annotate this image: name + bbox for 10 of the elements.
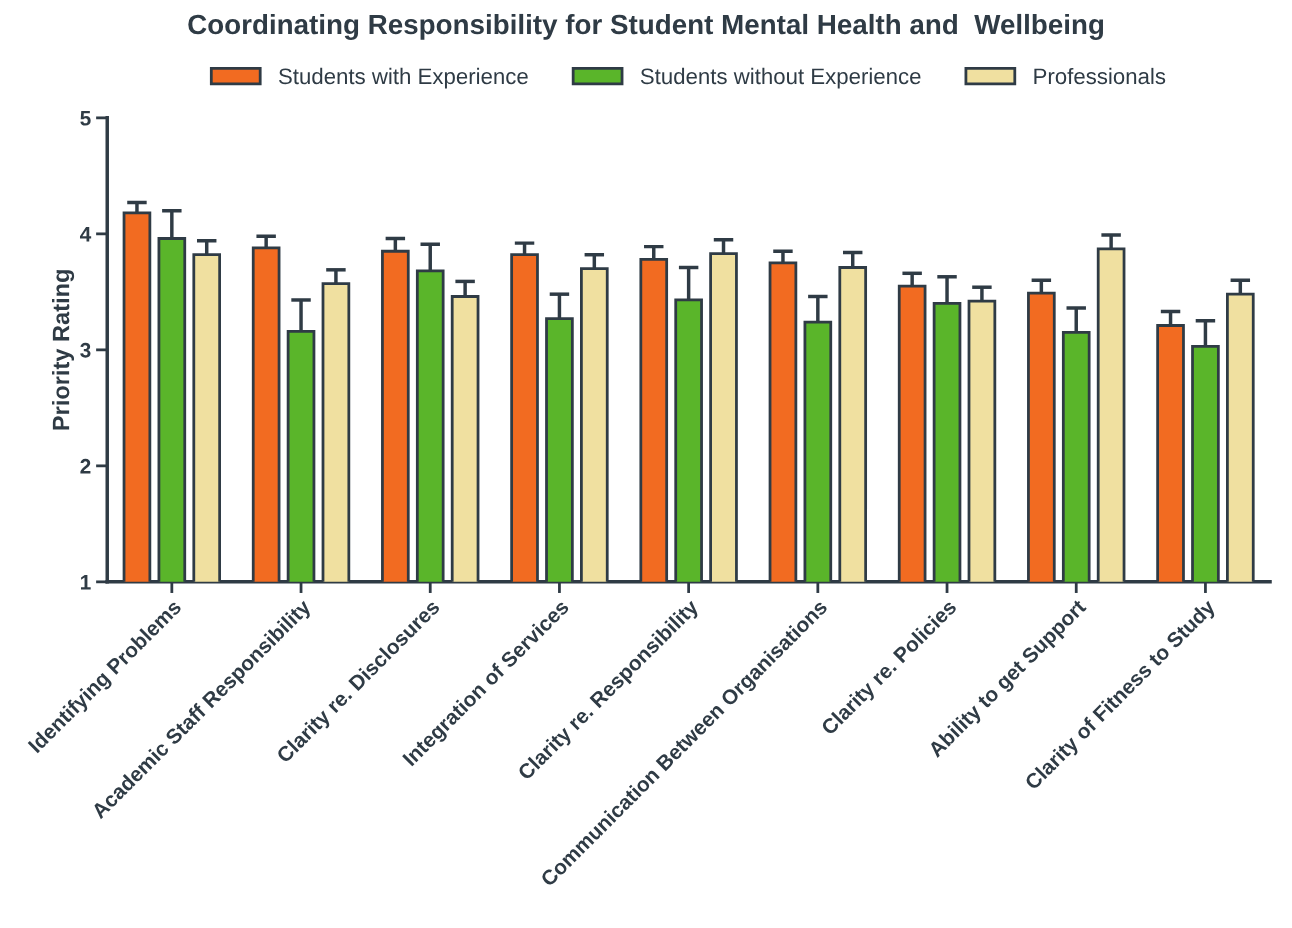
legend-label: Students without Experience xyxy=(640,67,921,89)
chart-title: Coordinating Responsibility for Student Mental Health and Wellbeing xyxy=(188,13,1104,40)
y-tick-label: 5 xyxy=(80,111,91,126)
y-tick-label: 1 xyxy=(80,575,91,590)
y-tick-label: 2 xyxy=(80,458,91,474)
legend-label: Professionals xyxy=(1034,67,1166,85)
legend-label: Students with Experience xyxy=(278,67,528,89)
y-tick-label: 4 xyxy=(79,227,92,242)
y-axis-title: Priority Rating xyxy=(52,270,75,430)
y-tick-label: 3 xyxy=(80,342,91,358)
